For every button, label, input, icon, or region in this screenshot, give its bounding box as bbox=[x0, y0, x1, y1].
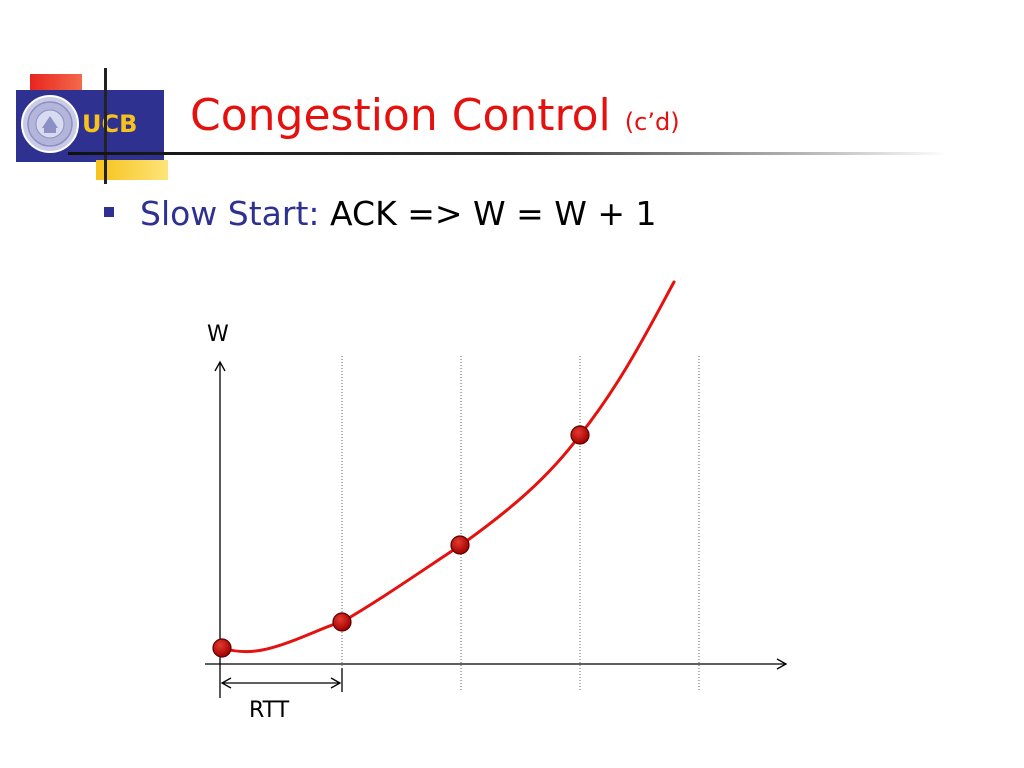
page-title: Congestion Control (c’d) bbox=[190, 90, 680, 143]
window-point-4 bbox=[570, 425, 590, 445]
title-suffix: (c’d) bbox=[624, 108, 680, 136]
university-seal-icon bbox=[21, 95, 79, 153]
logo-yellow-bar bbox=[96, 160, 168, 180]
bullet-label: Slow Start: bbox=[140, 194, 320, 233]
bullet-item: Slow Start: ACK => W = W + 1 bbox=[104, 194, 657, 234]
logo-text: UCB bbox=[82, 110, 138, 138]
bullet-icon bbox=[104, 206, 114, 217]
logo-vertical-rule bbox=[104, 68, 107, 184]
y-axis-label: W bbox=[207, 322, 229, 347]
logo: UCB bbox=[0, 0, 1024, 200]
rtt-label: RTT bbox=[249, 698, 290, 723]
window-point-3 bbox=[450, 535, 470, 555]
header-rule bbox=[68, 152, 948, 155]
window-growth-curve bbox=[220, 280, 676, 654]
bullet-text: ACK => W = W + 1 bbox=[330, 194, 657, 233]
window-point-2 bbox=[332, 612, 352, 632]
logo-red-bar bbox=[30, 74, 82, 92]
window-point-1 bbox=[212, 638, 232, 658]
title-main: Congestion Control bbox=[190, 90, 611, 141]
